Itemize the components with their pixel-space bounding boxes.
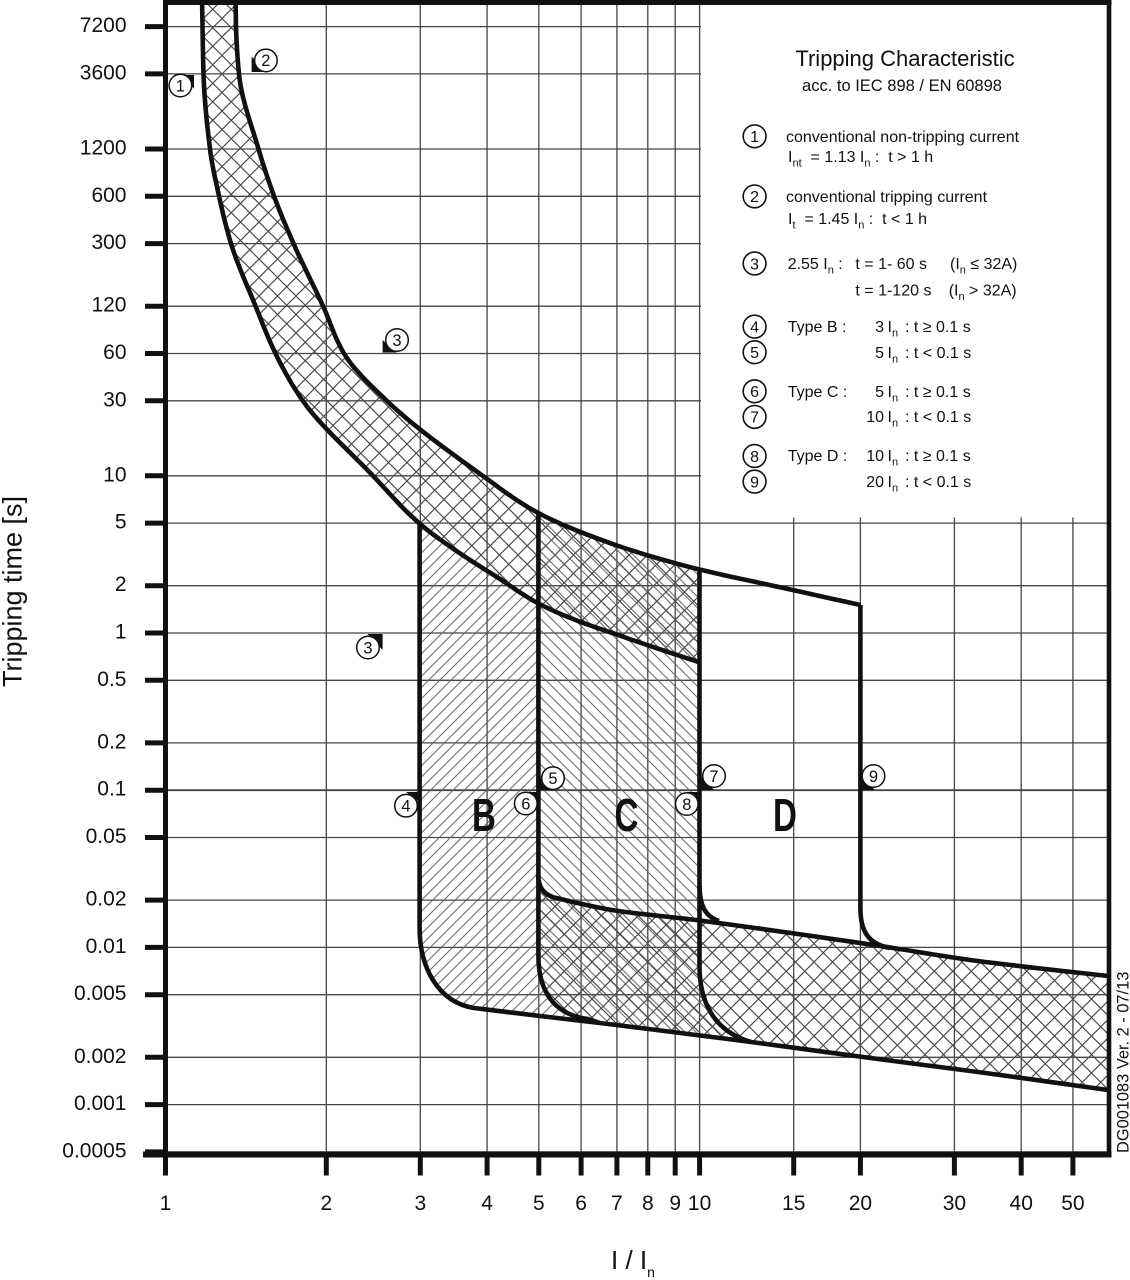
svg-text:40: 40 <box>1010 1192 1033 1215</box>
svg-text:7: 7 <box>709 768 718 786</box>
svg-text:Tripping time [s]: Tripping time [s] <box>0 496 28 687</box>
svg-text:6: 6 <box>521 795 530 813</box>
svg-text:7200: 7200 <box>80 14 127 37</box>
svg-text:Type B :: Type B : <box>788 319 847 336</box>
svg-text:C: C <box>614 791 638 841</box>
svg-text:3: 3 <box>363 639 372 657</box>
svg-text:(In​ ≤ 32A): (In​ ≤ 32A) <box>950 256 1017 277</box>
svg-text:0.2: 0.2 <box>97 730 126 753</box>
svg-text:5: 5 <box>875 345 884 362</box>
svg-text:5: 5 <box>548 770 557 788</box>
svg-text:5: 5 <box>750 345 759 362</box>
svg-text:8: 8 <box>750 449 759 466</box>
svg-text:0.001: 0.001 <box>74 1092 127 1115</box>
svg-text:30: 30 <box>103 388 126 411</box>
svg-text:DG001083 Ver. 2 - 07/13: DG001083 Ver. 2 - 07/13 <box>1115 972 1130 1153</box>
svg-text:: t ≥ 0.1 s: : t ≥ 0.1 s <box>905 319 971 336</box>
svg-text:5: 5 <box>875 384 884 401</box>
svg-text:3: 3 <box>392 332 401 350</box>
svg-text:Type C :: Type C : <box>788 384 848 401</box>
svg-text:: t ≥ 0.1 s: : t ≥ 0.1 s <box>905 384 971 401</box>
svg-text:: t < 0.1 s: : t < 0.1 s <box>905 345 971 362</box>
svg-text:In​: In​ <box>888 319 899 340</box>
svg-text:4: 4 <box>401 798 410 816</box>
svg-text:8: 8 <box>642 1192 654 1215</box>
svg-text:In​: In​ <box>888 384 899 405</box>
svg-text:: t < 0.1 s: : t < 0.1 s <box>905 409 971 426</box>
svg-text:In​: In​ <box>888 474 899 495</box>
svg-text:60: 60 <box>103 341 126 364</box>
svg-text:600: 600 <box>91 184 126 207</box>
svg-text:conventional non-tripping curr: conventional non-tripping current <box>786 129 1020 146</box>
svg-text:Tripping Characteristic: Tripping Characteristic <box>795 46 1014 71</box>
svg-text:1: 1 <box>750 129 759 146</box>
svg-text:6: 6 <box>750 384 759 401</box>
svg-text:1: 1 <box>176 77 185 95</box>
svg-text:0.005: 0.005 <box>74 982 127 1005</box>
svg-text:8: 8 <box>682 796 691 814</box>
svg-text:B: B <box>472 791 496 841</box>
svg-text:0.5: 0.5 <box>97 668 126 691</box>
svg-text:10: 10 <box>866 448 884 465</box>
svg-text:10: 10 <box>103 463 126 486</box>
svg-text:4: 4 <box>481 1192 493 1215</box>
svg-text:5: 5 <box>115 511 127 534</box>
svg-text:0.02: 0.02 <box>86 888 127 911</box>
svg-text:t = 1-120 s: t = 1-120 s <box>855 283 931 300</box>
svg-text:10: 10 <box>866 409 884 426</box>
svg-text:0.01: 0.01 <box>86 935 127 958</box>
svg-text:0.002: 0.002 <box>74 1045 127 1068</box>
svg-text:conventional tripping current: conventional tripping current <box>786 189 988 206</box>
svg-text:2: 2 <box>320 1192 332 1215</box>
svg-text:9: 9 <box>869 768 878 786</box>
svg-text:3: 3 <box>414 1192 426 1215</box>
svg-text:1200: 1200 <box>80 137 127 160</box>
svg-text:9: 9 <box>669 1192 681 1215</box>
svg-text:300: 300 <box>91 231 126 254</box>
svg-text:2: 2 <box>750 189 759 206</box>
svg-text:20: 20 <box>866 474 884 491</box>
svg-text:Int​ = 1.13 In​ : t > 1 h: Int​ = 1.13 In​ : t > 1 h <box>788 149 933 170</box>
svg-text:Type D :: Type D : <box>788 448 848 465</box>
svg-text:D: D <box>773 791 797 841</box>
svg-text:7: 7 <box>611 1192 623 1215</box>
svg-text:In​: In​ <box>888 409 899 430</box>
svg-text:20: 20 <box>849 1192 872 1215</box>
svg-text:0.0005: 0.0005 <box>62 1139 126 1162</box>
svg-text:acc. to IEC 898 / EN 60898: acc. to IEC 898 / EN 60898 <box>802 77 1002 95</box>
svg-text:5: 5 <box>533 1192 545 1215</box>
svg-text:1: 1 <box>160 1192 172 1215</box>
svg-text:: t < 0.1 s: : t < 0.1 s <box>905 474 971 491</box>
svg-text:It​ = 1.45 In​ : t < 1 h: It​ = 1.45 In​ : t < 1 h <box>788 211 927 232</box>
svg-text:3: 3 <box>875 319 884 336</box>
svg-text:50: 50 <box>1061 1192 1084 1215</box>
svg-text:10: 10 <box>688 1192 711 1215</box>
svg-text:0.1: 0.1 <box>97 778 126 801</box>
svg-text:15: 15 <box>782 1192 805 1215</box>
svg-text:6: 6 <box>575 1192 587 1215</box>
svg-text:(In​ > 32A): (In​ > 32A) <box>949 283 1017 304</box>
svg-text:7: 7 <box>750 410 759 427</box>
svg-text:In​: In​ <box>888 448 899 469</box>
svg-text:9: 9 <box>750 474 759 491</box>
svg-text:120: 120 <box>91 294 126 317</box>
svg-text:In​: In​ <box>888 345 899 366</box>
svg-text:3600: 3600 <box>80 61 127 84</box>
svg-text:0.05: 0.05 <box>86 825 127 848</box>
svg-text:t = 1- 60 s: t = 1- 60 s <box>855 256 927 273</box>
svg-text:3: 3 <box>750 256 759 273</box>
svg-text:2: 2 <box>115 573 127 596</box>
svg-text:2: 2 <box>261 52 270 70</box>
svg-text:1: 1 <box>115 621 127 644</box>
svg-text:30: 30 <box>943 1192 966 1215</box>
svg-text:4: 4 <box>750 319 759 336</box>
svg-text:: t ≥ 0.1 s: : t ≥ 0.1 s <box>905 448 971 465</box>
